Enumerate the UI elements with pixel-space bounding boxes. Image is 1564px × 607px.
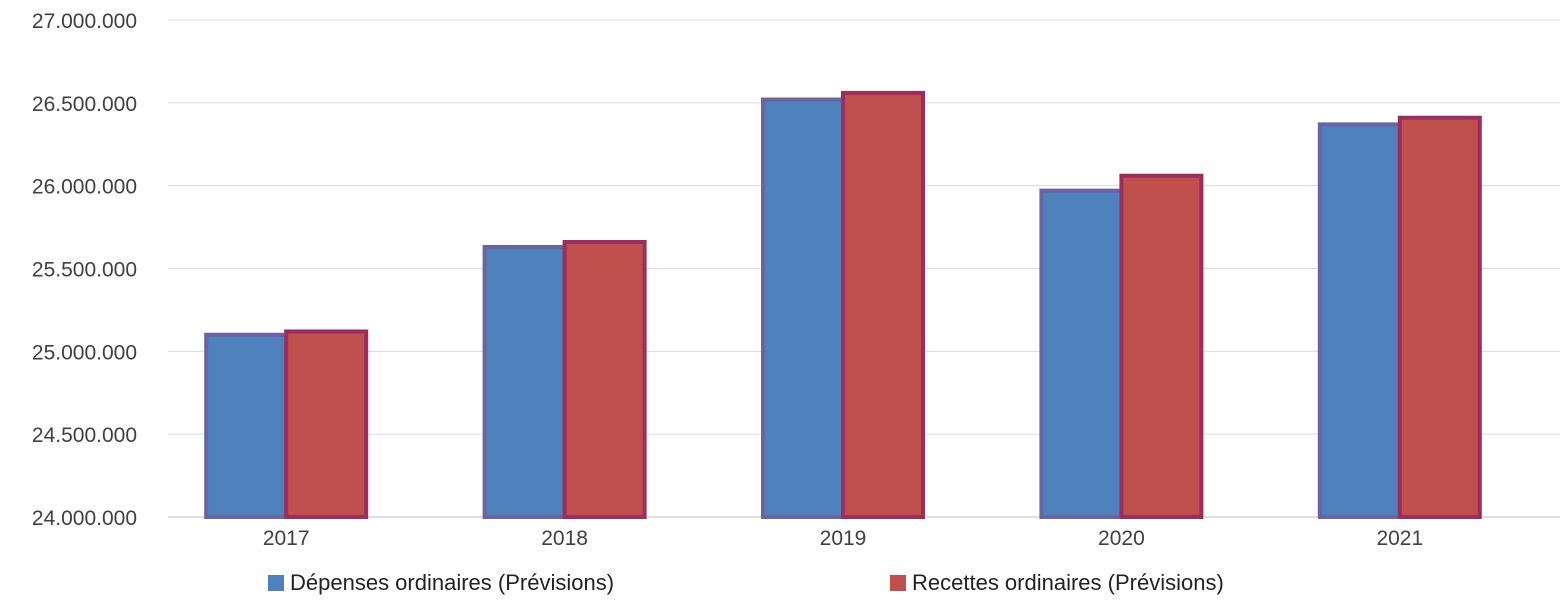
bar-recettes-2018 (562, 239, 647, 519)
y-tick-label: 24.000.000 (32, 507, 137, 530)
bar-recettes-2020 (1119, 173, 1204, 520)
bar-depenses-2019 (761, 97, 845, 520)
bar-depenses-2018 (482, 244, 567, 519)
bar-recettes-2017 (284, 329, 369, 519)
legend-label-series-2: Recettes ordinaires (Prévisions) (912, 570, 1224, 595)
x-axis-tick-labels: 2017 2018 2019 2020 2021 (263, 527, 1423, 550)
bar-recettes-2019 (841, 90, 925, 519)
y-axis-tick-labels: 24.000.000 24.500.000 25.000.000 25.500.000… (32, 10, 137, 530)
legend-swatch-series-2 (890, 575, 906, 591)
y-tick-label: 26.000.000 (32, 176, 137, 199)
legend-item-series-2: Recettes ordinaires (Prévisions) (890, 570, 1224, 596)
bars (204, 90, 1482, 520)
legend-item-series-1: Dépenses ordinaires (Prévisions) (268, 570, 614, 596)
y-tick-label: 25.500.000 (32, 259, 137, 282)
bar-recettes-2021 (1397, 115, 1482, 519)
x-tick-label: 2017 (263, 527, 310, 550)
x-tick-label: 2018 (541, 527, 588, 550)
y-tick-label: 25.000.000 (32, 341, 137, 364)
bar-depenses-2017 (204, 332, 289, 519)
x-tick-label: 2020 (1098, 527, 1145, 550)
legend-label-series-1: Dépenses ordinaires (Prévisions) (290, 570, 615, 595)
legend-swatch-series-1 (268, 575, 284, 591)
x-tick-label: 2021 (1376, 527, 1423, 550)
bar-depenses-2020 (1039, 188, 1124, 520)
x-tick-label: 2019 (820, 527, 867, 550)
legend: Dépenses ordinaires (Prévisions) Recette… (0, 570, 1564, 602)
bar-depenses-2021 (1317, 122, 1402, 520)
y-tick-label: 26.500.000 (32, 93, 137, 116)
y-tick-label: 27.000.000 (32, 10, 137, 33)
y-tick-label: 24.500.000 (32, 424, 137, 447)
